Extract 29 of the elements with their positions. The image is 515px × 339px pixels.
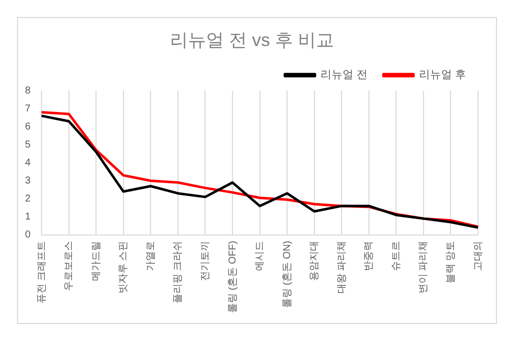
legend-label: 리뉴얼 전 bbox=[320, 69, 368, 82]
x-tick-label: 롤링 (혼돈 OFF) bbox=[227, 240, 238, 314]
y-tick-label: 4 bbox=[25, 157, 31, 168]
y-tick-label: 3 bbox=[25, 175, 31, 186]
x-tick-label: 고대의 bbox=[472, 240, 484, 271]
x-tick-label: 메가드릴 bbox=[90, 240, 102, 281]
legend-label: 리뉴얼 후 bbox=[418, 69, 466, 82]
y-tick-label: 8 bbox=[25, 85, 31, 96]
chart-title: 리뉴얼 전 vs 후 비교 bbox=[170, 30, 334, 50]
x-tick-label: 에시드 bbox=[254, 240, 266, 271]
y-tick-label: 7 bbox=[25, 103, 31, 114]
x-tick-label: 용암지대 bbox=[309, 240, 320, 281]
x-tick-label: 롤링 (혼돈 ON) bbox=[282, 240, 293, 308]
x-tick-label: 빗자루 스핀 bbox=[118, 240, 130, 294]
y-tick-label: 0 bbox=[25, 230, 31, 241]
x-tick-label: 플리핑 크라쉬 bbox=[172, 240, 184, 304]
x-tick-label: 반중력 bbox=[364, 240, 375, 271]
x-tick-label: 전기토끼 bbox=[200, 240, 211, 281]
x-tick-label: 대왕 파리채 bbox=[336, 240, 348, 294]
y-tick-label: 5 bbox=[25, 139, 31, 150]
x-tick-label: 블랙 망토 bbox=[445, 240, 456, 284]
y-tick-label: 1 bbox=[25, 212, 31, 223]
y-tick-label: 6 bbox=[25, 121, 31, 132]
x-tick-label: 변이 파리채 bbox=[418, 240, 430, 294]
x-tick-label: 슈트르 bbox=[390, 240, 402, 271]
x-tick-label: 퓨전 크래프트 bbox=[36, 240, 48, 304]
x-tick-label: 우로보로스 bbox=[64, 240, 75, 291]
y-tick-label: 2 bbox=[25, 193, 31, 204]
x-tick-label: 가열로 bbox=[145, 240, 156, 271]
